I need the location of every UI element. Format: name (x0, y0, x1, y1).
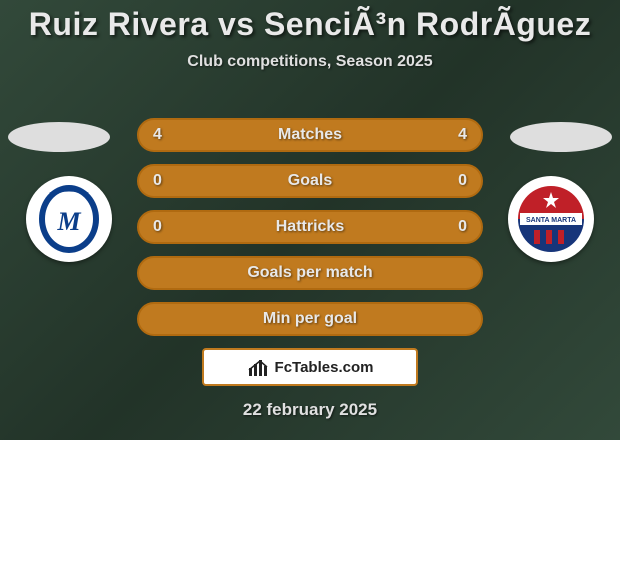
stat-label: Goals (288, 172, 332, 190)
stat-rows: 4 Matches 4 0 Goals 0 0 Hattricks 0 Goal… (0, 118, 620, 420)
stat-row-hattricks: 0 Hattricks 0 (137, 210, 483, 244)
stat-row-matches: 4 Matches 4 (137, 118, 483, 152)
stat-label: Goals per match (247, 264, 372, 282)
brand-box: FcTables.com (202, 348, 418, 386)
stat-row-min-per-goal: Min per goal (137, 302, 483, 336)
below-area (0, 440, 620, 580)
comparison-card: Ruiz Rivera vs SenciÃ³n RodrÃ­guez Club … (0, 0, 620, 440)
stat-left-value: 0 (153, 172, 162, 190)
stat-right-value: 0 (458, 218, 467, 236)
stat-right-value: 4 (458, 126, 467, 144)
stat-label: Matches (278, 126, 342, 144)
bar-chart-icon (247, 356, 269, 378)
brand-text: FcTables.com (275, 359, 374, 376)
stat-label: Hattricks (276, 218, 344, 236)
stat-row-goals: 0 Goals 0 (137, 164, 483, 198)
page-title: Ruiz Rivera vs SenciÃ³n RodrÃ­guez (0, 0, 620, 43)
stat-label: Min per goal (263, 310, 357, 328)
stat-left-value: 0 (153, 218, 162, 236)
stat-row-goals-per-match: Goals per match (137, 256, 483, 290)
stat-right-value: 0 (458, 172, 467, 190)
stat-left-value: 4 (153, 126, 162, 144)
date-line: 22 february 2025 (0, 400, 620, 420)
subtitle: Club competitions, Season 2025 (0, 53, 620, 71)
